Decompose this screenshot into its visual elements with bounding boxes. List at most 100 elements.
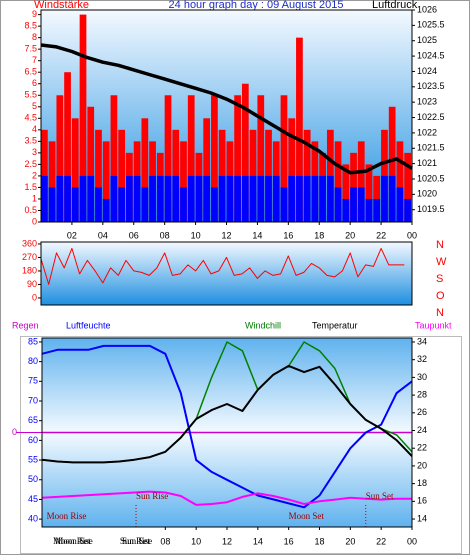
bar bbox=[226, 175, 234, 222]
y-tick-label: 80 bbox=[28, 356, 38, 366]
bar bbox=[303, 175, 311, 222]
bar bbox=[164, 95, 172, 222]
bar bbox=[172, 175, 180, 222]
y-tick-label: 3.5 bbox=[24, 136, 37, 146]
bar bbox=[180, 187, 187, 222]
bar bbox=[342, 198, 350, 222]
bar bbox=[56, 175, 64, 222]
bar bbox=[79, 175, 87, 222]
bar bbox=[118, 187, 126, 222]
bar bbox=[87, 175, 95, 222]
legend-label: Luftfeuchte bbox=[66, 320, 111, 330]
y-tick-label: 0.5 bbox=[24, 205, 37, 215]
y2-tick-label: 34 bbox=[417, 336, 427, 346]
bar bbox=[71, 118, 79, 222]
bar bbox=[265, 175, 272, 222]
y-tick-label: 8 bbox=[32, 32, 37, 42]
bar bbox=[365, 198, 373, 222]
bar bbox=[381, 175, 388, 222]
y2-tick-label: 1021.5 bbox=[417, 143, 445, 153]
y2-tick-label: 1023.5 bbox=[417, 81, 445, 91]
y2-tick-label: 22 bbox=[417, 443, 427, 453]
y-tick-label: 45 bbox=[28, 494, 38, 504]
x-tick-label: 02 bbox=[67, 230, 77, 240]
compass-label: N bbox=[436, 307, 444, 319]
bar bbox=[164, 175, 172, 222]
y-tick-label: 1 bbox=[32, 193, 37, 203]
bar bbox=[357, 141, 365, 222]
bar bbox=[326, 175, 334, 222]
y-tick-label: 75 bbox=[28, 376, 38, 386]
x-tick-label: 22 bbox=[376, 230, 386, 240]
y-tick-label: 7.5 bbox=[24, 44, 37, 54]
plot-border bbox=[40, 9, 413, 223]
annotation: Sun Rise bbox=[136, 491, 168, 501]
legend-label: Taupunkt bbox=[415, 320, 452, 330]
y-tick-label: 180 bbox=[22, 265, 37, 275]
bar bbox=[79, 14, 87, 222]
y-tick-label: 2 bbox=[32, 170, 37, 180]
x-tick-label: 18 bbox=[314, 230, 324, 240]
bar bbox=[280, 95, 288, 222]
y2-tick-label: 1020 bbox=[417, 189, 437, 199]
y2-tick-label: 1024.5 bbox=[417, 50, 445, 60]
legend-label: Regen bbox=[12, 320, 39, 330]
bottom-label: Moon Rise bbox=[53, 536, 93, 546]
bar bbox=[342, 164, 350, 222]
x-tick-label: 06 bbox=[129, 230, 139, 240]
y-tick-label: 70 bbox=[28, 395, 38, 405]
y-tick-label: 4 bbox=[32, 124, 37, 134]
x-tick-label: 14 bbox=[253, 536, 263, 546]
bar bbox=[102, 198, 110, 222]
y-tick-label: 4.5 bbox=[24, 113, 37, 123]
bar bbox=[110, 175, 118, 222]
x-tick-label: 22 bbox=[376, 536, 386, 546]
x-tick-label: 04 bbox=[98, 230, 108, 240]
bar bbox=[357, 187, 365, 222]
bar bbox=[388, 106, 396, 222]
y-tick-label: 5 bbox=[32, 101, 37, 111]
y-tick-label: 0 bbox=[32, 216, 37, 226]
y2-tick-label: 32 bbox=[417, 354, 427, 364]
bar bbox=[95, 187, 102, 222]
y2-tick-label: 20 bbox=[417, 460, 427, 470]
compass: N W S O N bbox=[436, 239, 447, 319]
bar bbox=[365, 164, 373, 222]
bar bbox=[334, 187, 342, 222]
bar bbox=[203, 175, 211, 222]
x-tick-label: 00 bbox=[407, 536, 417, 546]
y-tick-label: 6.5 bbox=[24, 67, 37, 77]
compass-label: S bbox=[436, 273, 443, 285]
bar bbox=[195, 175, 203, 222]
bar bbox=[396, 187, 404, 222]
bar bbox=[350, 187, 357, 222]
y2-tick-label: 30 bbox=[417, 372, 427, 382]
x-tick-label: 16 bbox=[284, 536, 294, 546]
bar bbox=[41, 175, 48, 222]
bar bbox=[373, 198, 381, 222]
chart-title: 24 hour graph day : 09 August 2015 bbox=[169, 0, 344, 11]
y2-tick-label: 18 bbox=[417, 478, 427, 488]
bar bbox=[211, 187, 218, 222]
bar bbox=[64, 175, 71, 222]
y-tick-label: 0 bbox=[32, 292, 37, 302]
bar bbox=[334, 141, 342, 222]
compass-label: N bbox=[436, 239, 444, 251]
bar bbox=[118, 129, 126, 222]
bar bbox=[288, 175, 296, 222]
bar bbox=[311, 175, 319, 222]
y2-tick-label: 1024 bbox=[417, 66, 437, 76]
y-tick-label: 3 bbox=[32, 147, 37, 157]
bar bbox=[187, 95, 195, 222]
y-tick-label: 60 bbox=[28, 435, 38, 445]
y-tick-label: 90 bbox=[27, 279, 37, 289]
bar bbox=[102, 141, 110, 222]
y2-tick-label: 1026 bbox=[417, 4, 437, 14]
annotation: Moon Rise bbox=[47, 511, 87, 521]
x-tick-label: 14 bbox=[252, 230, 262, 240]
y2-tick-label: 1022.5 bbox=[417, 112, 445, 122]
y2-tick-label: 28 bbox=[417, 389, 427, 399]
x-tick-label: 20 bbox=[345, 536, 355, 546]
compass-label: W bbox=[436, 256, 447, 268]
